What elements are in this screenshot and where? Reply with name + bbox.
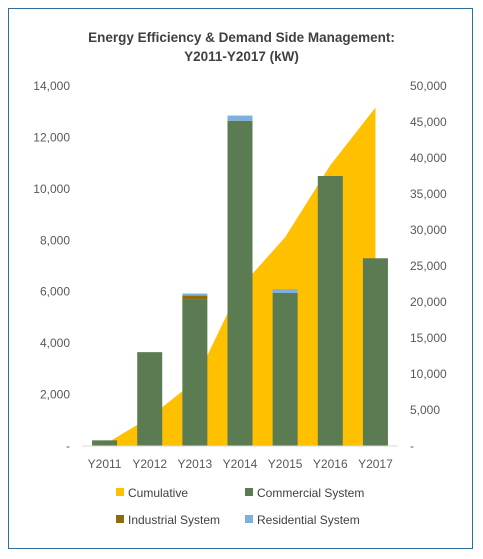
- x-tick-label: Y2014: [223, 457, 258, 471]
- bar-residential-system-y2015: [272, 289, 298, 293]
- legend-entry: Cumulative: [116, 486, 188, 500]
- legend: Cumulative Commercial System Industrial Sy…: [116, 486, 364, 527]
- legend-swatch: [116, 488, 124, 496]
- legend-entry: Residential System: [245, 513, 360, 527]
- bar-commercial-system-y2017: [362, 258, 388, 446]
- chart-title: Energy Efficiency & Demand Side Manageme…: [0, 28, 483, 66]
- y-left-tick-label: -: [66, 439, 70, 453]
- bar-industrial-system-y2013: [182, 295, 208, 300]
- legend-entry: Commercial System: [245, 486, 364, 500]
- y-left-tick-label: 2,000: [40, 388, 70, 402]
- y-right-tick-label: 5,000: [410, 403, 440, 417]
- y-right-tick-label: 50,000: [410, 79, 447, 93]
- legend-swatch: [245, 515, 253, 523]
- y-left-tick-label: 8,000: [40, 233, 70, 247]
- legend-entry: Industrial System: [116, 513, 220, 527]
- y-right-tick-label: 35,000: [410, 187, 447, 201]
- bar-residential-system-y2013: [182, 293, 208, 296]
- y-right-tick-label: 30,000: [410, 223, 447, 237]
- bar-residential-system-y2014: [227, 115, 253, 121]
- bar-commercial-system-y2012: [137, 352, 163, 446]
- bar-layer: [92, 115, 388, 446]
- x-tick-label: Y2016: [313, 457, 348, 471]
- x-tick-label: Y2013: [178, 457, 213, 471]
- y-left-tick-label: 12,000: [33, 130, 70, 144]
- bar-commercial-system-y2015: [272, 293, 298, 446]
- y-left-tick-label: 4,000: [40, 336, 70, 350]
- cumulative-area-layer: [104, 107, 376, 446]
- legend-label: Cumulative: [128, 486, 188, 500]
- chart-title-line-1: Energy Efficiency & Demand Side Manageme…: [88, 30, 395, 45]
- legend-swatch: [116, 515, 124, 523]
- legend-swatch: [245, 488, 253, 496]
- bar-commercial-system-y2011: [92, 440, 118, 446]
- y-right-tick-label: 25,000: [410, 259, 447, 273]
- cumulative-area: [104, 107, 376, 446]
- x-tick-label: Y2012: [132, 457, 167, 471]
- bar-commercial-system-y2013: [182, 299, 208, 446]
- legend-label: Industrial System: [128, 513, 220, 527]
- y-right-tick-label: 10,000: [410, 367, 447, 381]
- y-right-tick-label: -: [410, 439, 414, 453]
- legend-label: Residential System: [257, 513, 360, 527]
- y-right-tick-label: 45,000: [410, 115, 447, 129]
- bar-commercial-system-y2014: [227, 120, 253, 446]
- y-left-tick-label: 10,000: [33, 182, 70, 196]
- y-right-tick-label: 15,000: [410, 331, 447, 345]
- y-left-tick-label: 14,000: [33, 79, 70, 93]
- y-left-tick-label: 6,000: [40, 285, 70, 299]
- chart-title-line-2: Y2011-Y2017 (kW): [184, 49, 299, 64]
- x-tick-label: Y2017: [358, 457, 393, 471]
- legend-label: Commercial System: [257, 486, 364, 500]
- x-tick-label: Y2011: [88, 457, 122, 471]
- bar-commercial-system-y2016: [317, 176, 343, 446]
- y-right-tick-label: 40,000: [410, 151, 447, 165]
- y-right-tick-label: 20,000: [410, 295, 447, 309]
- axis-layer: - 2,000 4,000 6,000 8,000 10,000 12,000 14,000 -…: [33, 79, 447, 471]
- x-tick-label: Y2015: [268, 457, 303, 471]
